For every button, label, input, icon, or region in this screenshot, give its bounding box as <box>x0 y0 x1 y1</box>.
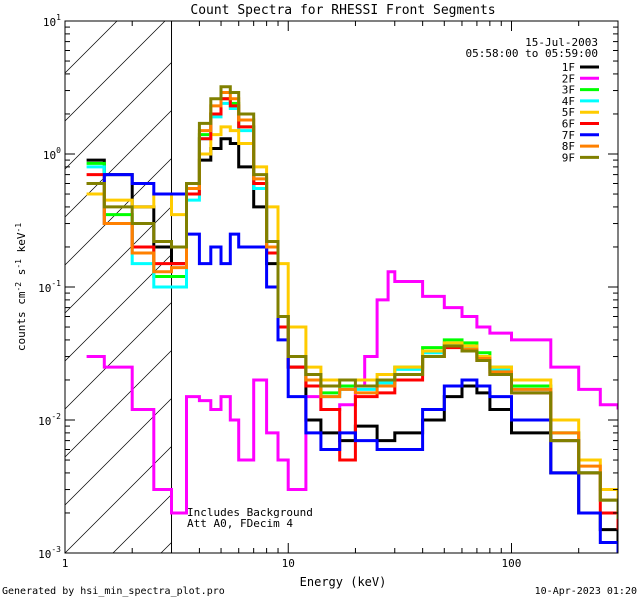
hatch-line <box>65 397 172 506</box>
series-line-9F <box>86 85 618 519</box>
hatch-line <box>65 349 172 458</box>
chart-title: Count Spectra for RHESSI Front Segments <box>190 3 495 18</box>
hatch-line <box>65 253 172 362</box>
hatch-line <box>449 0 640 553</box>
legend-label-6F: 6F <box>562 118 575 131</box>
series-lines <box>86 85 618 553</box>
y-tick-label: 10-1 <box>38 279 61 295</box>
x-tick-label: 100 <box>502 557 522 570</box>
hatch-line <box>65 157 172 266</box>
hatch-line <box>305 0 640 553</box>
hatch-line <box>65 21 118 74</box>
hatch-line <box>545 0 640 553</box>
series-line-4F <box>86 101 618 519</box>
x-tick-label: 10 <box>282 557 295 570</box>
legend-label-1F: 1F <box>562 61 575 74</box>
y-tick-label: 10-2 <box>38 412 61 428</box>
y-tick-label: 10-3 <box>38 545 61 561</box>
hatch-line <box>257 0 640 553</box>
time-range: 05:58:00 to 05:59:00 <box>466 47 598 60</box>
series-line-7F <box>86 173 618 553</box>
axis-ticks <box>64 21 619 554</box>
excluded-region-hatch <box>65 0 640 553</box>
legend-label-9F: 9F <box>562 151 575 164</box>
series-line-8F <box>86 91 618 519</box>
legend-label-3F: 3F <box>562 84 575 97</box>
legend-label-5F: 5F <box>562 106 575 119</box>
legend-label-4F: 4F <box>562 95 575 108</box>
hatch-line <box>209 0 640 553</box>
hatch-line <box>65 205 172 314</box>
series-line-5F <box>86 125 618 513</box>
plot-frame <box>64 20 619 554</box>
hatch-line <box>65 301 172 410</box>
generated-timestamp: 10-Apr-2023 01:20 <box>535 586 637 597</box>
y-tick-label: 100 <box>43 146 61 162</box>
series-line-3F <box>86 97 618 513</box>
legend-label-8F: 8F <box>562 140 575 153</box>
tick-labels: 1 10 100 10-3 10-2 10-1 100 101 <box>38 13 521 570</box>
hatch-line <box>65 61 172 170</box>
legend-label-7F: 7F <box>562 129 575 142</box>
generated-by-text: Generated by hsi_min_spectra_plot.pro <box>2 586 225 597</box>
x-tick-label: 1 <box>62 557 69 570</box>
y-axis-label: counts cm-2 s-1 keV-1 <box>14 223 28 351</box>
hatch-line <box>65 21 166 122</box>
annotation-background: Includes Background <box>187 506 313 519</box>
hatch-line <box>401 0 640 553</box>
x-axis-label: Energy (keV) <box>300 575 387 589</box>
annotation-attenuator: Att A0, FDecim 4 <box>187 517 293 530</box>
legend-label-2F: 2F <box>562 72 575 85</box>
hatch-line <box>65 445 172 553</box>
y-tick-label: 101 <box>43 13 61 29</box>
observation-date: 15-Jul-2003 <box>525 36 598 49</box>
